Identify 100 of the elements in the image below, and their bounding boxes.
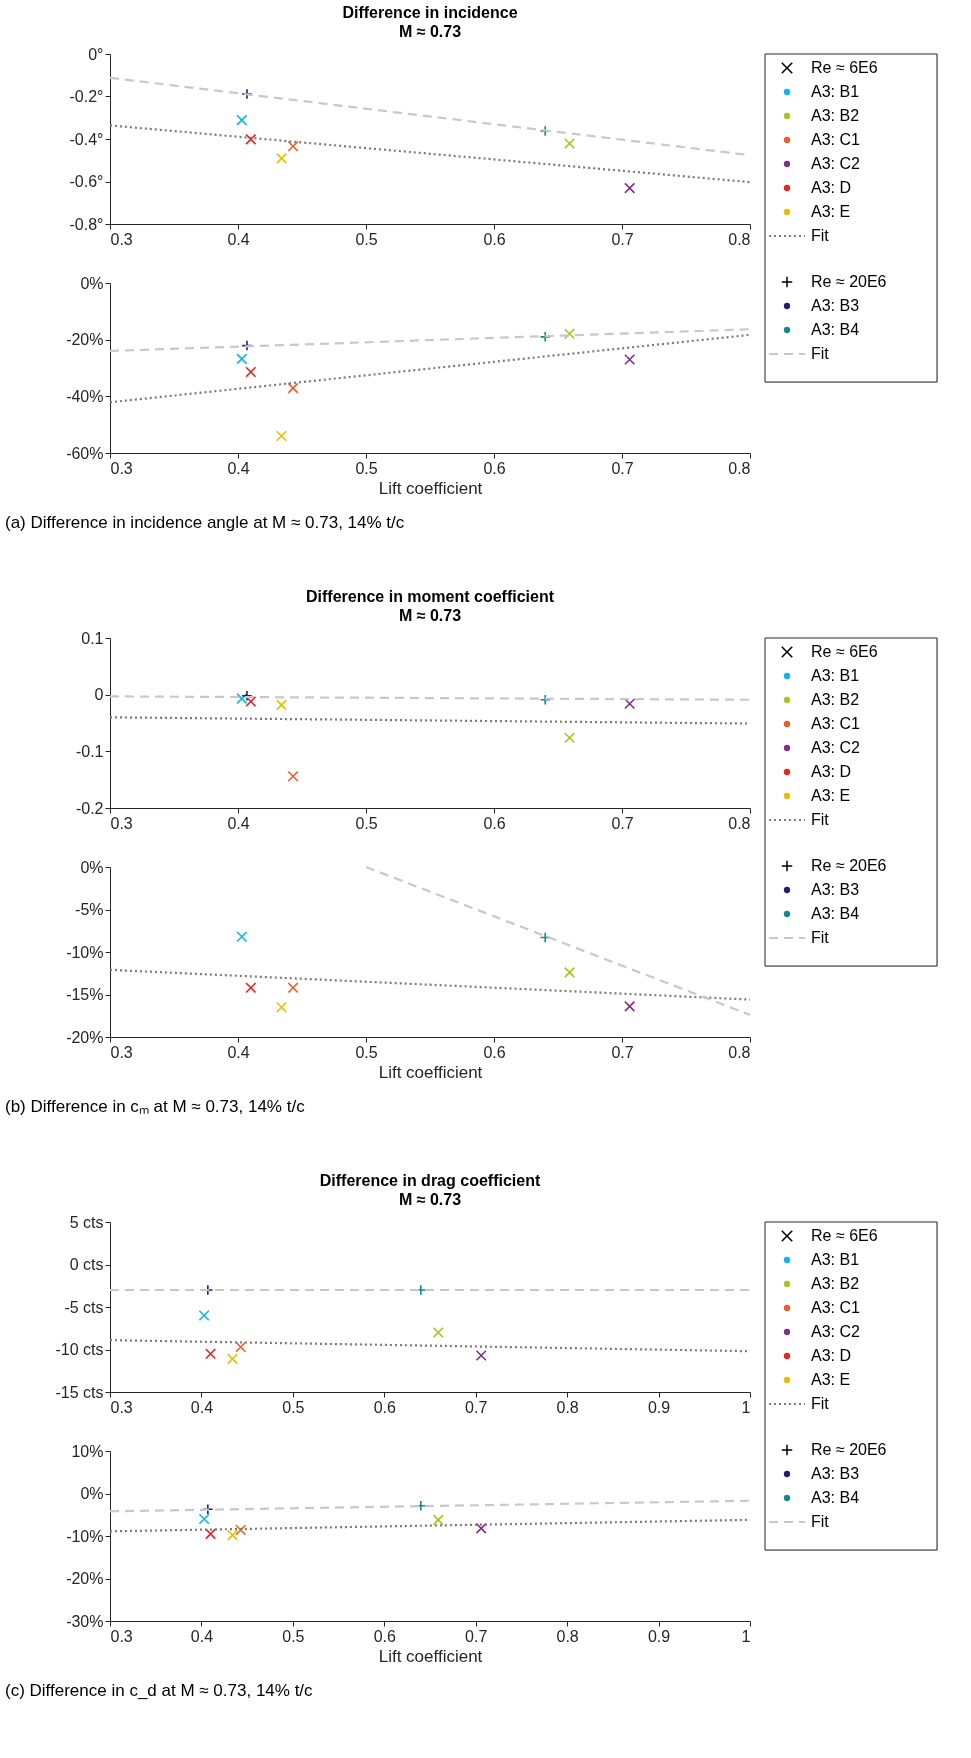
point — [202, 1503, 214, 1515]
legend-label: Re ≈ 20E6 — [811, 273, 887, 290]
x-tick-label: 0.7 — [611, 230, 634, 248]
x-tick-label: 0.4 — [190, 1398, 214, 1416]
x-tick-label: 0.4 — [227, 459, 250, 477]
x-tick-label: 0.8 — [728, 814, 751, 832]
text: (c) Difference in c_d at M ≈ 0.73, 14% t/c — [5, 1681, 314, 1700]
point — [226, 1529, 239, 1541]
legend-label: Re ≈ 20E6 — [811, 1441, 887, 1458]
y-tick-label: -40% — [66, 387, 104, 405]
x-tick-label: 0.8 — [728, 1043, 751, 1061]
y-tick-label: -0.6° — [69, 173, 104, 190]
y-tick-label: 0% — [80, 274, 104, 292]
y-tick-label: -20% — [66, 331, 104, 349]
y-tick-label: -15% — [66, 986, 104, 1003]
legend-label: Fit — [811, 1513, 830, 1530]
legend-label: A3: B3 — [811, 1465, 860, 1482]
x-axis-title: Lift coefficient — [378, 1062, 483, 1082]
x-tick-label: 0.7 — [465, 1398, 488, 1416]
legend-label: A3: B4 — [811, 905, 860, 922]
legend-label: Re ≈ 6E6 — [811, 643, 878, 660]
x-tick-label: 0.3 — [110, 459, 133, 477]
x-tick-label: 0.5 — [355, 230, 378, 248]
legend-label: A3: E — [811, 787, 851, 804]
legend-label: A3: B3 — [811, 881, 860, 898]
legend-label: Re ≈ 6E6 — [811, 1227, 878, 1244]
y-tick-label: -10 cts — [55, 1341, 104, 1358]
point — [475, 1349, 487, 1361]
point — [432, 1326, 444, 1339]
y-tick-label: -10% — [66, 943, 104, 961]
point — [205, 1348, 217, 1360]
legend-label: A3: C2 — [811, 739, 861, 756]
x-tick-label: 0.5 — [355, 1043, 378, 1061]
text: (b) Difference in cₘ at M ≈ 0.73, 14% t/c — [5, 1097, 306, 1116]
y-tick-label: 0% — [80, 1485, 104, 1502]
legend-label: A3: B3 — [811, 297, 860, 314]
chart-title: Difference in incidence — [342, 4, 518, 21]
y-tick-label: -20% — [66, 1028, 104, 1046]
x-tick-label: 0.6 — [373, 1398, 396, 1416]
legend-label: A3: B1 — [811, 1251, 860, 1268]
y-tick-label: -20% — [66, 1570, 104, 1587]
x-tick-label: 0.6 — [483, 1043, 506, 1061]
y-tick-label: -15 cts — [55, 1383, 104, 1401]
point — [235, 1341, 247, 1353]
x-tick-label: 0.7 — [611, 1043, 634, 1061]
x-axis-title: Lift coefficient — [378, 1646, 483, 1666]
y-tick-label: -5 cts — [64, 1298, 104, 1316]
x-tick-label: 0.4 — [227, 1043, 250, 1061]
x-tick-label: 0.5 — [355, 814, 378, 832]
x-axis-title: Lift coefficient — [378, 478, 483, 498]
legend-label: A3: B4 — [811, 321, 860, 338]
chart-title: Difference in moment coefficient — [305, 588, 555, 605]
x-tick-label: 0.6 — [483, 230, 506, 248]
legend-label: A3: B2 — [811, 107, 860, 124]
x-tick-label: 0.7 — [611, 814, 634, 832]
x-tick-label: 0.3 — [110, 814, 133, 832]
chart-subtitle: M ≈ 0.73 — [398, 607, 462, 624]
x-tick-label: 0.3 — [110, 230, 133, 248]
x-tick-label: 0.6 — [483, 459, 506, 477]
chart-title: Difference in drag coefficient — [319, 1172, 541, 1189]
point — [205, 1528, 217, 1540]
legend-label: A3: D — [811, 179, 852, 196]
x-tick-label: 0.4 — [190, 1627, 214, 1645]
legend-label: A3: B1 — [811, 83, 860, 100]
point — [475, 1522, 487, 1534]
y-tick-label: -30% — [66, 1612, 104, 1630]
x-tick-label: 0.6 — [373, 1627, 396, 1645]
legend-label: A3: C1 — [811, 1299, 861, 1316]
y-tick-label: -60% — [66, 444, 104, 462]
x-tick-label: 0.8 — [728, 230, 751, 248]
legend-label: A3: C2 — [811, 1323, 861, 1340]
x-tick-label: 0.9 — [647, 1627, 671, 1645]
point — [198, 1513, 210, 1525]
x-tick-label: 0.4 — [227, 814, 250, 832]
y-tick-label: -0.8° — [69, 215, 104, 233]
legend-label: A3: B1 — [811, 667, 860, 684]
chart-subtitle: M ≈ 0.73 — [398, 1191, 462, 1208]
y-tick-label: 0.1 — [81, 629, 104, 647]
x-tick-label: 0.7 — [465, 1627, 488, 1645]
y-tick-label: -0.4° — [69, 130, 104, 148]
x-tick-label: 0.8 — [556, 1398, 579, 1416]
point — [226, 1353, 239, 1365]
point — [235, 1524, 247, 1536]
x-tick-label: 0.7 — [611, 459, 634, 477]
x-tick-label: 0.4 — [227, 230, 250, 248]
y-tick-label: -10% — [66, 1527, 104, 1545]
point — [198, 1309, 210, 1322]
legend-label: Fit — [811, 345, 830, 362]
y-tick-label: 10% — [71, 1442, 104, 1460]
y-tick-label: 0° — [88, 45, 104, 63]
legend-label: Fit — [811, 929, 830, 946]
x-tick-label: 0.3 — [110, 1398, 133, 1416]
text: (a) Difference in incidence angle at M ≈ 0.73, 14% t/c — [5, 513, 405, 532]
y-tick-label: 0 cts — [69, 1256, 104, 1273]
legend-label: A3: D — [811, 763, 852, 780]
y-tick-label: 0 — [94, 686, 104, 704]
x-tick-label: 0.3 — [110, 1627, 133, 1645]
y-tick-label: -5% — [75, 901, 104, 918]
legend-label: Re ≈ 6E6 — [811, 59, 878, 76]
y-tick-label: -0.2° — [69, 88, 104, 105]
